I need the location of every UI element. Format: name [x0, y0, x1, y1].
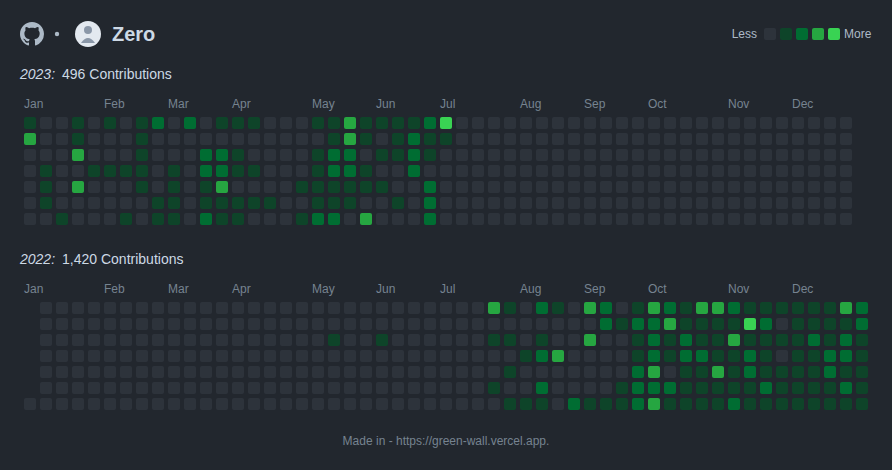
svg-text:Apr: Apr: [232, 97, 251, 111]
svg-text:Mar: Mar: [168, 282, 189, 296]
svg-text:Oct: Oct: [648, 97, 667, 111]
svg-text:Feb: Feb: [104, 97, 125, 111]
html-text:Zero: Zero: [112, 23, 156, 45]
svg-text:Nov: Nov: [728, 282, 749, 296]
html-text:More: More: [844, 27, 872, 41]
html-text:2023:: 2023:: [20, 66, 55, 82]
svg-text:May: May: [312, 282, 335, 296]
svg-text:Sep: Sep: [584, 282, 606, 296]
svg-text:Jan: Jan: [24, 282, 43, 296]
svg-text:Jun: Jun: [376, 97, 395, 111]
html-text:Made in - https://green-wall.v: Made in - https://green-wall.vercel.app.: [342, 434, 550, 448]
svg-text:Aug: Aug: [520, 282, 541, 296]
svg-text:Dec: Dec: [792, 97, 813, 111]
svg-text:Jun: Jun: [376, 282, 395, 296]
svg-text:Feb: Feb: [104, 282, 125, 296]
html-text:1,420 Contributions: 1,420 Contributions: [62, 251, 184, 267]
svg-text:Apr: Apr: [232, 282, 251, 296]
html-text:Less: Less: [731, 27, 757, 41]
html-text:496 Contributions: 496 Contributions: [62, 66, 172, 82]
svg-text:Aug: Aug: [520, 97, 541, 111]
svg-text:Mar: Mar: [168, 97, 189, 111]
svg-text:Jan: Jan: [24, 97, 43, 111]
svg-text:Sep: Sep: [584, 97, 606, 111]
svg-text:Dec: Dec: [792, 282, 813, 296]
svg-text:Jul: Jul: [440, 282, 455, 296]
svg-text:Nov: Nov: [728, 97, 749, 111]
svg-text:Jul: Jul: [440, 97, 455, 111]
html-text:2022:: 2022:: [20, 251, 55, 267]
svg-text:May: May: [312, 97, 335, 111]
svg-text:Oct: Oct: [648, 282, 667, 296]
